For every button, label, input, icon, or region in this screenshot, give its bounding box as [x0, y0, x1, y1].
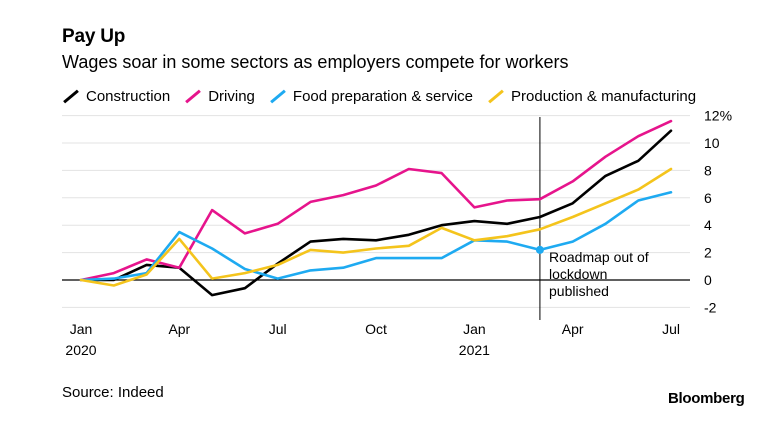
legend-item: Food preparation & service: [269, 88, 473, 105]
series-line-production-manufacturing: [79, 167, 673, 287]
legend-item: Driving: [184, 88, 255, 105]
x-tick-label: Apr: [562, 321, 584, 337]
annotation-text: lockdown: [549, 266, 607, 282]
legend-label: Production & manufacturing: [511, 87, 697, 105]
series-line-food-preparation-service: [79, 191, 673, 282]
annotation-text: published: [549, 283, 609, 299]
x-tick-label: Jul: [662, 321, 680, 337]
chart-subtitle: Wages soar in some sectors as employers …: [62, 52, 569, 72]
y-tick-label: 10: [704, 135, 720, 151]
legend-label: Driving: [208, 87, 255, 105]
x-tick-label: Jan: [70, 321, 93, 337]
legend-item: Production & manufacturing: [487, 88, 696, 105]
x-tick-label: Jan: [463, 321, 486, 337]
x-tick-label: Oct: [365, 321, 387, 337]
x-tick-label: Apr: [168, 321, 190, 337]
annotation-marker: [535, 245, 544, 254]
bloomberg-logo: Bloomberg: [668, 390, 745, 407]
series-line-driving: [79, 119, 673, 282]
legend: Construction Driving Food preparation & se…: [62, 85, 710, 107]
y-tick-label: 6: [704, 190, 712, 206]
annotation-text: Roadmap out of: [549, 249, 649, 265]
x-tick-year-label: 2020: [65, 342, 96, 358]
y-tick-label: 0: [704, 272, 712, 288]
y-tick-label: 4: [704, 217, 712, 233]
legend-label: Construction: [86, 87, 171, 105]
y-tick-label: 12%: [704, 108, 732, 124]
x-tick-label: Jul: [269, 321, 287, 337]
x-tick-year-label: 2021: [459, 342, 490, 358]
y-tick-label: -2: [704, 299, 717, 315]
legend-label: Food preparation & service: [292, 87, 474, 105]
legend-item: Construction: [62, 88, 170, 105]
y-tick-label: 2: [704, 245, 712, 261]
chart-title: Pay Up: [62, 26, 126, 47]
source-note: Source: Indeed: [62, 384, 164, 401]
y-tick-label: 8: [704, 162, 712, 178]
